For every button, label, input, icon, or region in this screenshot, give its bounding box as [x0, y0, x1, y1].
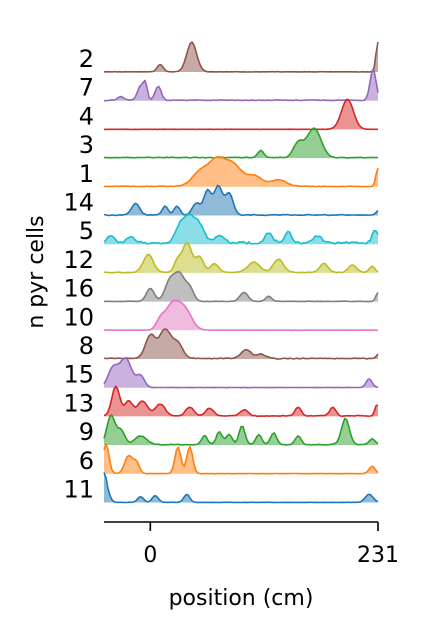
- x-axis-label: position (cm): [169, 586, 314, 611]
- row-label-13: 13: [63, 389, 94, 417]
- ridge-line-4: [103, 98, 378, 131]
- row-label-14: 14: [63, 189, 94, 217]
- row-label-5: 5: [79, 217, 94, 245]
- ridge-line-1: [103, 156, 379, 188]
- row-label-6: 6: [79, 447, 94, 475]
- ridge-area-15: [104, 357, 378, 388]
- ridge-area-12: [104, 242, 378, 273]
- ridge-line-2: [103, 41, 379, 73]
- ridge-area-14: [104, 185, 378, 216]
- ridge-series-group: [103, 41, 379, 504]
- ridge-line-5: [103, 213, 379, 245]
- ridge-area-5: [104, 214, 378, 245]
- y-axis-label: n pyr cells: [24, 215, 49, 328]
- ridge-line-14: [103, 184, 379, 217]
- x-axis-ticks: 0 231: [143, 522, 399, 568]
- row-label-3: 3: [79, 131, 94, 159]
- ridge-line-15: [103, 356, 379, 389]
- ridge-line-10: [104, 299, 379, 332]
- row-label-16: 16: [63, 275, 94, 303]
- ridge-line-12: [103, 242, 379, 274]
- x-tick-label-0: 0: [143, 543, 157, 568]
- ridge-line-3: [103, 127, 379, 159]
- ridge-area-4: [104, 99, 378, 130]
- ridge-line-8: [103, 328, 379, 360]
- ridge-area-1: [104, 156, 378, 187]
- ridge-area-6: [104, 443, 378, 474]
- ridge-area-11: [104, 472, 378, 503]
- row-label-1: 1: [79, 160, 94, 188]
- ridge-line-16: [103, 270, 379, 303]
- row-label-8: 8: [79, 332, 94, 360]
- row-label-4: 4: [79, 102, 94, 130]
- ridge-line-6: [103, 443, 379, 475]
- row-label-11: 11: [63, 476, 94, 504]
- ridge-line-11: [103, 472, 379, 504]
- row-label-7: 7: [79, 74, 94, 102]
- row-label-12: 12: [63, 246, 94, 274]
- ridge-area-9: [104, 415, 378, 446]
- row-label-15: 15: [63, 361, 94, 389]
- ridge-line-7: [103, 69, 379, 102]
- ridge-area-13: [104, 386, 378, 417]
- ridge-area-16: [104, 271, 378, 302]
- row-label-2: 2: [79, 45, 94, 73]
- ridge-line-9: [103, 414, 379, 446]
- ridge-line-13: [103, 385, 379, 417]
- ridge-area-3: [104, 128, 378, 159]
- ridge-area-8: [104, 329, 378, 359]
- ridge-area-2: [104, 42, 378, 72]
- row-label-10: 10: [63, 303, 94, 331]
- ridge-area-10: [104, 300, 378, 331]
- row-label-9: 9: [79, 418, 94, 446]
- x-tick-label-231: 231: [357, 543, 399, 568]
- ridge-area-7: [104, 70, 378, 101]
